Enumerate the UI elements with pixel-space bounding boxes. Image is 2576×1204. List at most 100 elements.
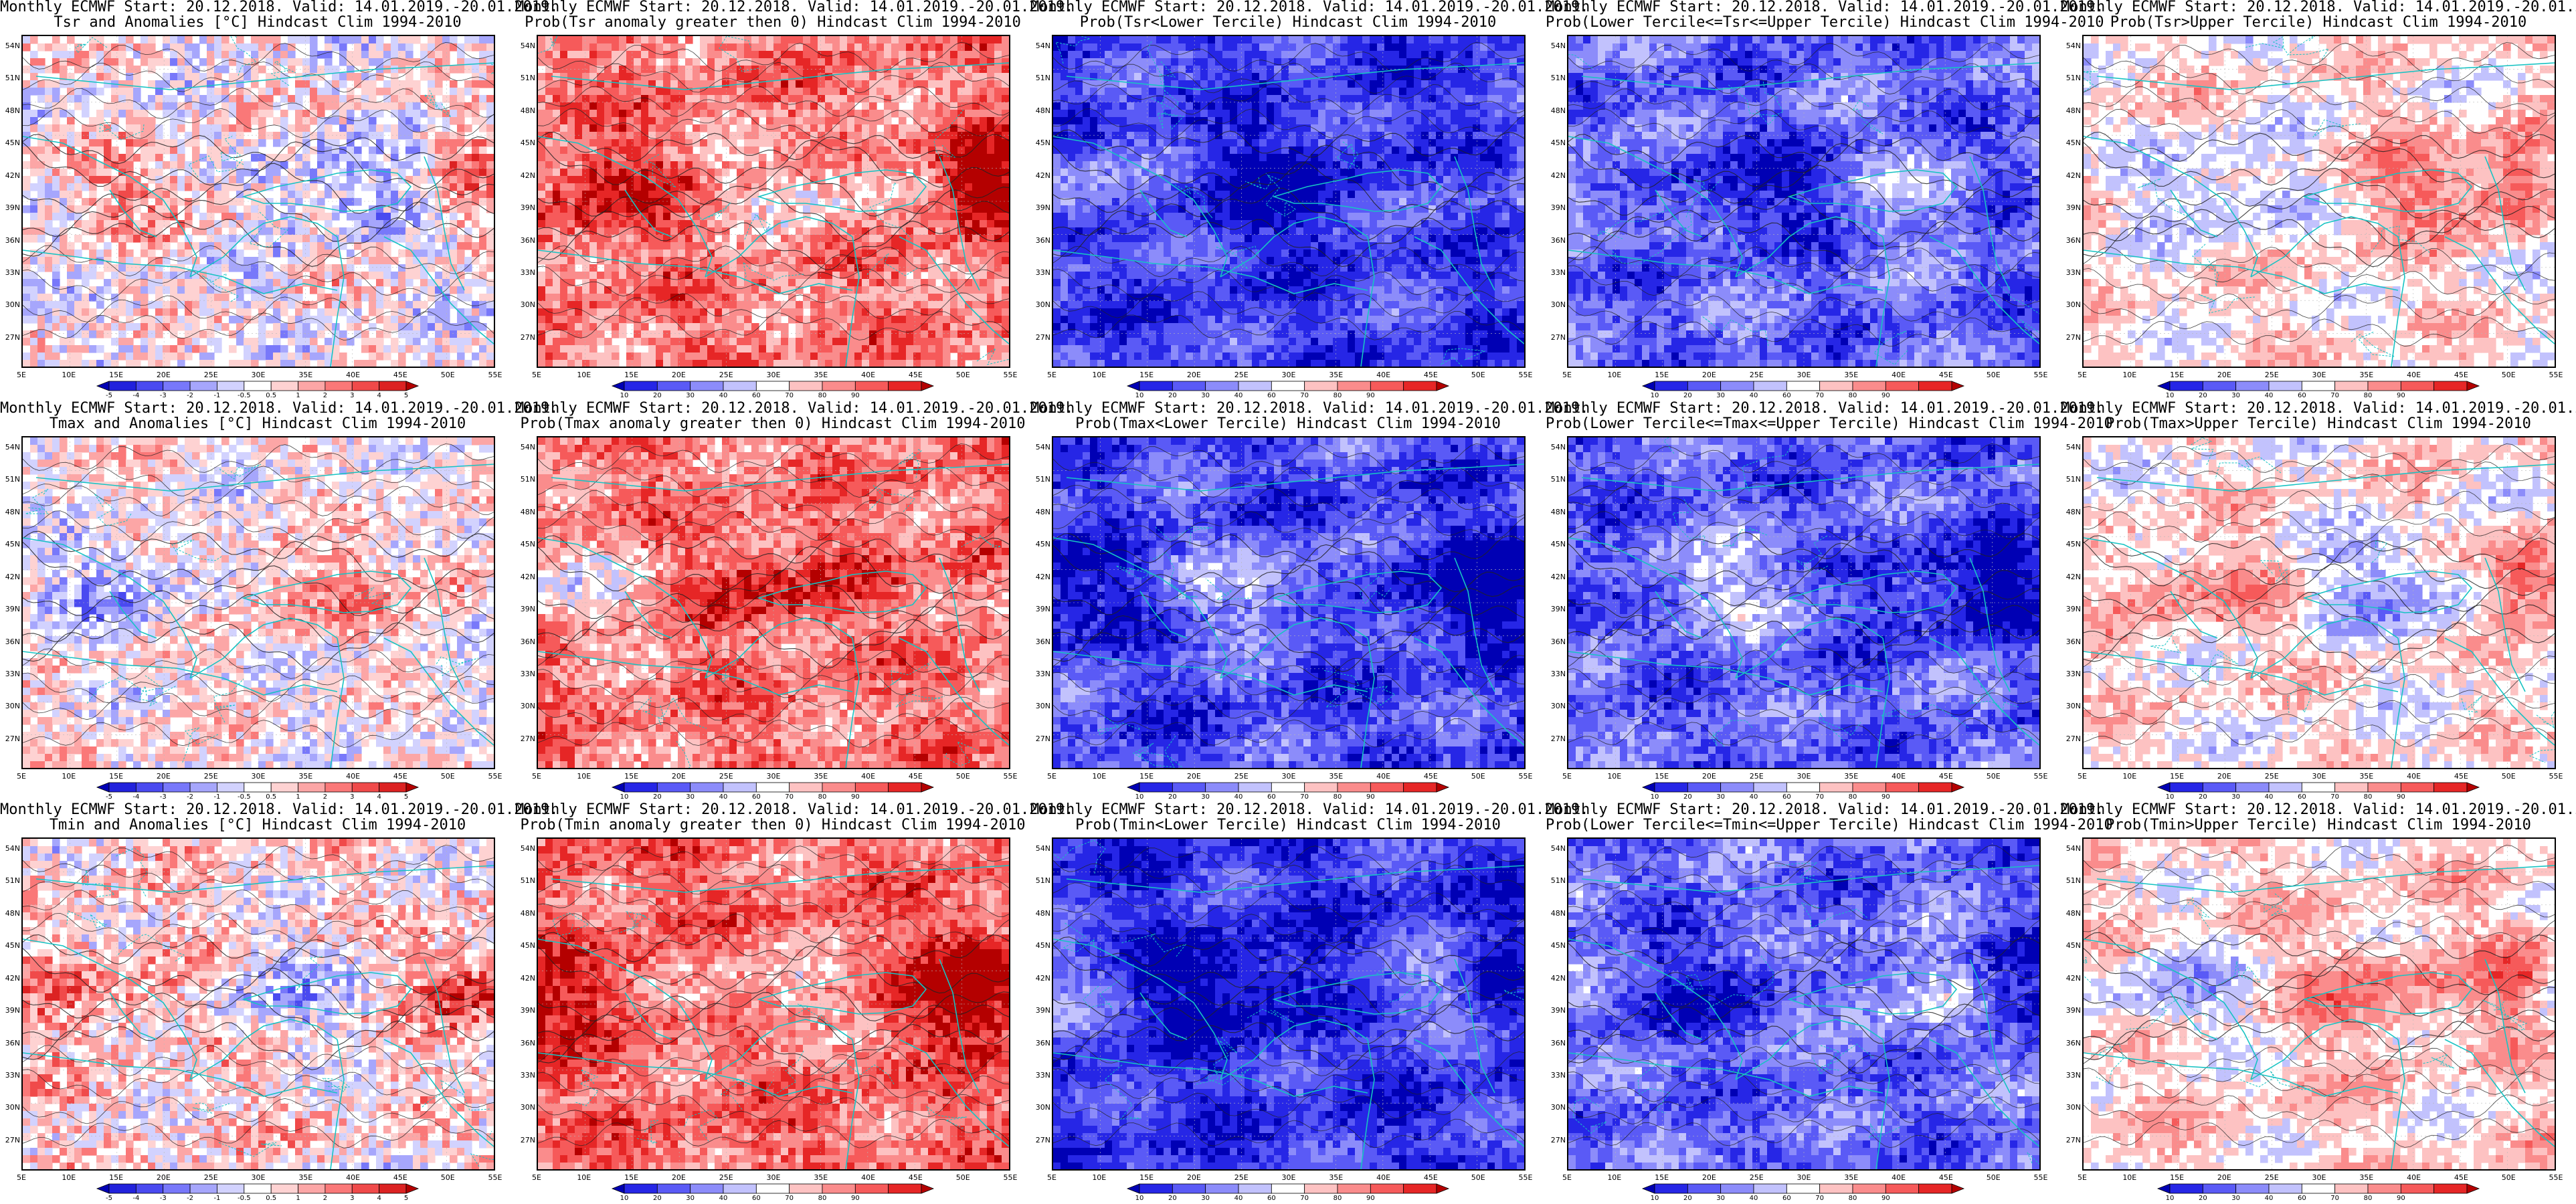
- longitude-label: 10E: [56, 1173, 82, 1182]
- panel-title: Monthly ECMWF Start: 20.12.2018. Valid: …: [2061, 0, 2576, 15]
- colorbar-label: 20: [647, 392, 667, 399]
- latitude-label: 51N: [517, 876, 535, 885]
- latitude-label: 27N: [517, 1136, 535, 1144]
- panel-subtitle: Prob(Tsr<Lower Tercile) Hindcast Clim 19…: [1030, 15, 1546, 30]
- coastlines: [1568, 862, 2039, 1169]
- longitude-label: 40E: [1885, 371, 1912, 379]
- latitude-label: 39N: [1032, 203, 1050, 212]
- latitude-label: 39N: [517, 605, 535, 613]
- latitude-label: 45N: [2062, 138, 2081, 147]
- colorbar-label: 70: [1295, 1195, 1315, 1202]
- colorbar-label: 90: [1360, 1195, 1380, 1202]
- colorbar-label: 1: [288, 1195, 308, 1202]
- coastlines: [2084, 865, 2555, 1169]
- longitude-label: 30E: [2306, 1173, 2332, 1182]
- longitude-label: 10E: [1086, 1173, 1113, 1182]
- forecast-map: [21, 436, 495, 769]
- longitude-label: 55E: [1512, 1173, 1539, 1182]
- longitude-label: 25E: [2258, 371, 2285, 379]
- colorbar-label: 40: [1744, 392, 1764, 399]
- coastlines: [2084, 36, 2555, 367]
- longitude-label: 15E: [1133, 371, 1160, 379]
- latitude-label: 27N: [2062, 1136, 2081, 1144]
- latitude-label: 45N: [1, 941, 20, 950]
- latitude-label: 48N: [517, 909, 535, 918]
- longitude-label: 35E: [808, 1173, 834, 1182]
- longitude-label: 45E: [1932, 772, 1959, 781]
- map-canvas: [2084, 839, 2555, 1169]
- longitude-label: 5E: [1554, 1173, 1580, 1182]
- longitude-label: 40E: [1370, 1173, 1397, 1182]
- colorbar-label: 60: [1776, 1195, 1797, 1202]
- colorbar-label: 60: [1261, 793, 1281, 801]
- colorbar-label: 10: [614, 793, 634, 801]
- longitude-label: 20E: [150, 772, 177, 781]
- longitude-label: 45E: [902, 772, 929, 781]
- latitude-label: 36N: [1032, 637, 1050, 646]
- longitude-label: 10E: [1601, 371, 1628, 379]
- longitude-label: 45E: [1417, 772, 1444, 781]
- latitude-label: 30N: [1032, 702, 1050, 710]
- colorbar: [1126, 381, 1450, 391]
- map-panel: Monthly ECMWF Start: 20.12.2018. Valid: …: [515, 401, 1073, 803]
- latitude-label: 36N: [2062, 1039, 2081, 1047]
- latitude-label: 45N: [2062, 941, 2081, 950]
- longitude-label: 10E: [2116, 371, 2143, 379]
- latitude-label: 33N: [517, 268, 535, 277]
- latitude-label: 48N: [1547, 909, 1566, 918]
- longitude-label: 20E: [150, 371, 177, 379]
- longitude-label: 15E: [2164, 772, 2191, 781]
- latitude-label: 39N: [1547, 1006, 1566, 1015]
- colorbar-label: 80: [1843, 793, 1863, 801]
- latitude-label: 54N: [1032, 41, 1050, 50]
- colorbar-swatches: [1641, 782, 1965, 793]
- longitude-label: 15E: [1133, 1173, 1160, 1182]
- longitude-label: 35E: [292, 772, 319, 781]
- panel-subtitle: Prob(Tsr>Upper Tercile) Hindcast Clim 19…: [2061, 15, 2576, 30]
- colorbar-label: 10: [1129, 793, 1149, 801]
- panel-subtitle: Tsr and Anomalies [°C] Hindcast Clim 199…: [0, 15, 515, 30]
- colorbar: [611, 381, 935, 391]
- latitude-label: 33N: [517, 1071, 535, 1080]
- longitude-label: 50E: [1465, 772, 1491, 781]
- latitude-label: 27N: [1547, 333, 1566, 342]
- latitude-label: 39N: [1, 605, 20, 613]
- colorbar-swatches: [611, 782, 935, 793]
- map-canvas: [1053, 839, 1524, 1169]
- longitude-label: 25E: [2258, 772, 2285, 781]
- shaded-field: [1053, 36, 1524, 367]
- latitude-label: 27N: [1547, 734, 1566, 743]
- panel-subtitle: Prob(Tsr anomaly greater then 0) Hindcas…: [515, 15, 1030, 30]
- colorbar-label: 20: [2193, 1195, 2213, 1202]
- coastlines: [538, 36, 1009, 367]
- longitude-label: 50E: [949, 1173, 976, 1182]
- colorbar-label: 30: [2226, 392, 2246, 399]
- coastlines: [538, 449, 1009, 768]
- shaded-field: [2084, 437, 2555, 768]
- longitude-label: 5E: [1554, 371, 1580, 379]
- latitude-label: 30N: [1547, 702, 1566, 710]
- longitude-label: 50E: [2495, 772, 2522, 781]
- longitude-label: 30E: [2306, 772, 2332, 781]
- colorbar-label: 90: [1875, 1195, 1896, 1202]
- climate-contours: [1568, 42, 2039, 347]
- colorbar-label: 60: [1261, 392, 1281, 399]
- colorbar-label: 30: [680, 1195, 701, 1202]
- longitude-label: 40E: [2401, 772, 2427, 781]
- latitude-label: 54N: [1032, 443, 1050, 452]
- longitude-label: 30E: [760, 371, 787, 379]
- colorbar-label: -0.5: [234, 793, 254, 801]
- longitude-label: 40E: [2401, 371, 2427, 379]
- colorbar-label: 70: [1810, 392, 1830, 399]
- longitude-label: 15E: [2164, 371, 2191, 379]
- colorbar-label: 40: [2259, 1195, 2279, 1202]
- colorbar-label: 30: [1196, 392, 1216, 399]
- longitude-label: 25E: [197, 371, 224, 379]
- colorbar-label: 2: [315, 392, 335, 399]
- longitude-label: 5E: [1554, 772, 1580, 781]
- colorbar-label: 2: [315, 793, 335, 801]
- colorbar-label: 20: [1677, 392, 1697, 399]
- longitude-label: 35E: [808, 371, 834, 379]
- colorbar-swatches: [1126, 1183, 1450, 1194]
- latitude-label: 54N: [1, 443, 20, 452]
